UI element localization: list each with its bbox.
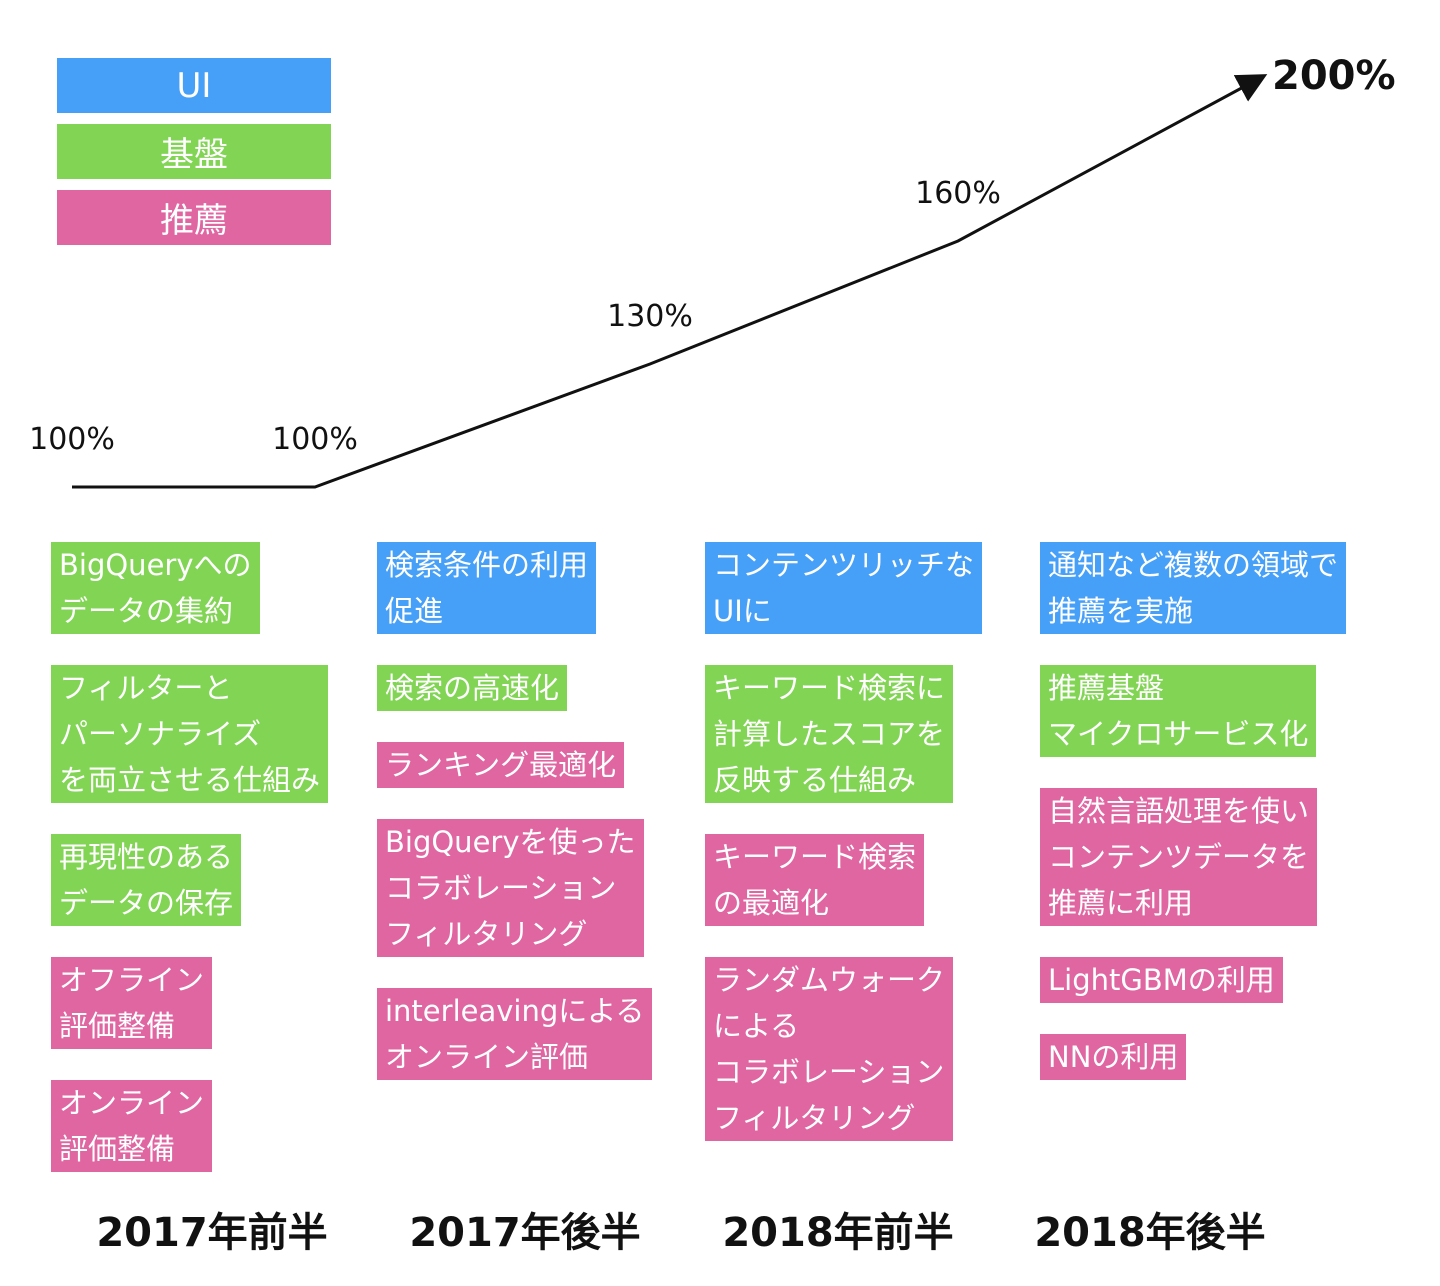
period-label: 2017年前半 — [96, 1210, 328, 1256]
item-text: コラボレーション — [713, 1055, 945, 1089]
item-box: 自然言語処理を使い コンテンツデータを 推薦に利用 — [1040, 788, 1318, 926]
column: 検索条件の利用 促進検索の高速化ランキング最適化 BigQueryを使った コラボレー… — [377, 542, 653, 1080]
item-box: オンライン 評価整備 — [51, 1080, 213, 1172]
item-text: データの集約 — [59, 594, 234, 628]
item-text: BigQueryを使った — [385, 825, 636, 859]
item-text: 計算したスコアを — [713, 717, 946, 751]
item-text: 再現性のある — [59, 840, 234, 874]
item-box: キーワード検索 の最適化 — [705, 834, 925, 926]
item-box: 検索の高速化 — [377, 665, 568, 711]
item-text: キーワード検索に — [713, 671, 946, 705]
item-text: フィルタリング — [713, 1101, 916, 1135]
value-label: 100% — [29, 422, 115, 457]
item-text: の最適化 — [713, 886, 830, 920]
item-text: フィルタリング — [385, 917, 588, 951]
item-box: フィルターと パーソナライズを両立させる仕組み — [51, 665, 329, 803]
item-text: キーワード検索 — [713, 840, 917, 874]
item-box: キーワード検索に 計算したスコアを 反映する仕組み — [705, 665, 954, 803]
item-text: ランキング最適化 — [385, 748, 617, 782]
value-label: 130% — [607, 299, 693, 334]
item-box: NNの利用 — [1040, 1034, 1187, 1080]
item-text: 促進 — [385, 594, 444, 628]
item-text: 自然言語処理を使い — [1048, 794, 1310, 828]
item-text: による — [713, 1009, 800, 1043]
item-text: コンテンツデータを — [1048, 840, 1310, 874]
item-text: 評価整備 — [59, 1009, 176, 1043]
period-label: 2017年後半 — [409, 1210, 641, 1256]
item-text: を両立させる仕組み — [59, 763, 321, 797]
item-box: 検索条件の利用 促進 — [377, 542, 597, 634]
item-text: 検索の高速化 — [385, 671, 560, 705]
value-label: 100% — [272, 422, 358, 457]
item-box: 推薦基盤マイクロサービス化 — [1040, 665, 1317, 757]
item-text: 通知など複数の領域で — [1048, 548, 1339, 582]
item-text: 推薦を実施 — [1048, 594, 1194, 628]
column: コンテンツリッチな UIに キーワード検索に 計算したスコアを 反映する仕組み キーワード… — [705, 542, 983, 1141]
item-text: NNの利用 — [1048, 1040, 1179, 1074]
value-label: 160% — [915, 176, 1001, 211]
item-box: 再現性のある データの保存 — [51, 834, 242, 926]
period-label: 2018年前半 — [722, 1210, 954, 1256]
item-box: 通知など複数の領域で 推薦を実施 — [1040, 542, 1347, 634]
item-text: マイクロサービス化 — [1048, 717, 1309, 751]
column: 通知など複数の領域で 推薦を実施 推薦基盤 マイクロサービス化 自然言語処理を使い コンテ… — [1040, 542, 1347, 1080]
item-text: オンライン評価 — [385, 1040, 589, 1074]
item-box: LightGBMの利用 — [1040, 957, 1283, 1003]
column: BigQueryへの データの集約 フィルターと パーソナライズ を両立させる仕組み 再現… — [51, 542, 329, 1172]
legend-box: UI — [57, 58, 331, 113]
item-text: UIに — [713, 594, 772, 628]
item-box: コンテンツリッチな UIに — [705, 542, 983, 634]
item-text: データの保存 — [59, 886, 234, 920]
item-text: 反映する仕組み — [713, 763, 917, 797]
item-text: オフライン — [59, 963, 205, 997]
item-text: interleavingによる — [385, 994, 645, 1028]
value-label: 200% — [1272, 53, 1396, 99]
legend-box: 基盤 — [57, 124, 331, 179]
item-box: interleavingによる オンライン評価 — [377, 988, 653, 1080]
growth-line — [72, 74, 1268, 489]
item-box: BigQueryへの データの集約 — [51, 542, 260, 634]
item-box: ランキング最適化 — [377, 742, 625, 788]
item-text: コンテンツリッチな — [713, 548, 975, 582]
item-text: 推薦に利用 — [1048, 886, 1194, 920]
item-box: オフライン 評価整備 — [51, 957, 213, 1049]
item-text: コラボレーション — [385, 871, 617, 905]
item-text: ランダムウォーク — [713, 963, 946, 997]
item-text: 検索条件の利用 — [385, 548, 589, 582]
legend-box: 推薦 — [57, 190, 331, 245]
item-box: BigQueryを使った コラボレーション フィルタリング — [377, 819, 644, 957]
item-text: LightGBMの利用 — [1048, 963, 1275, 997]
item-text: オンライン — [59, 1086, 205, 1120]
item-text: フィルターと — [59, 671, 233, 705]
period-label: 2018年後半 — [1034, 1210, 1266, 1256]
item-text: BigQueryへの — [59, 548, 252, 582]
item-box: ランダムウォーク によるコラボレーション フィルタリング — [705, 957, 954, 1141]
growth-chart: 100% 100% 130% 160% 200% — [29, 53, 1396, 489]
item-text: 推薦基盤 — [1048, 671, 1165, 705]
item-text: パーソナライズ — [59, 717, 262, 751]
item-text: 評価整備 — [59, 1132, 176, 1166]
